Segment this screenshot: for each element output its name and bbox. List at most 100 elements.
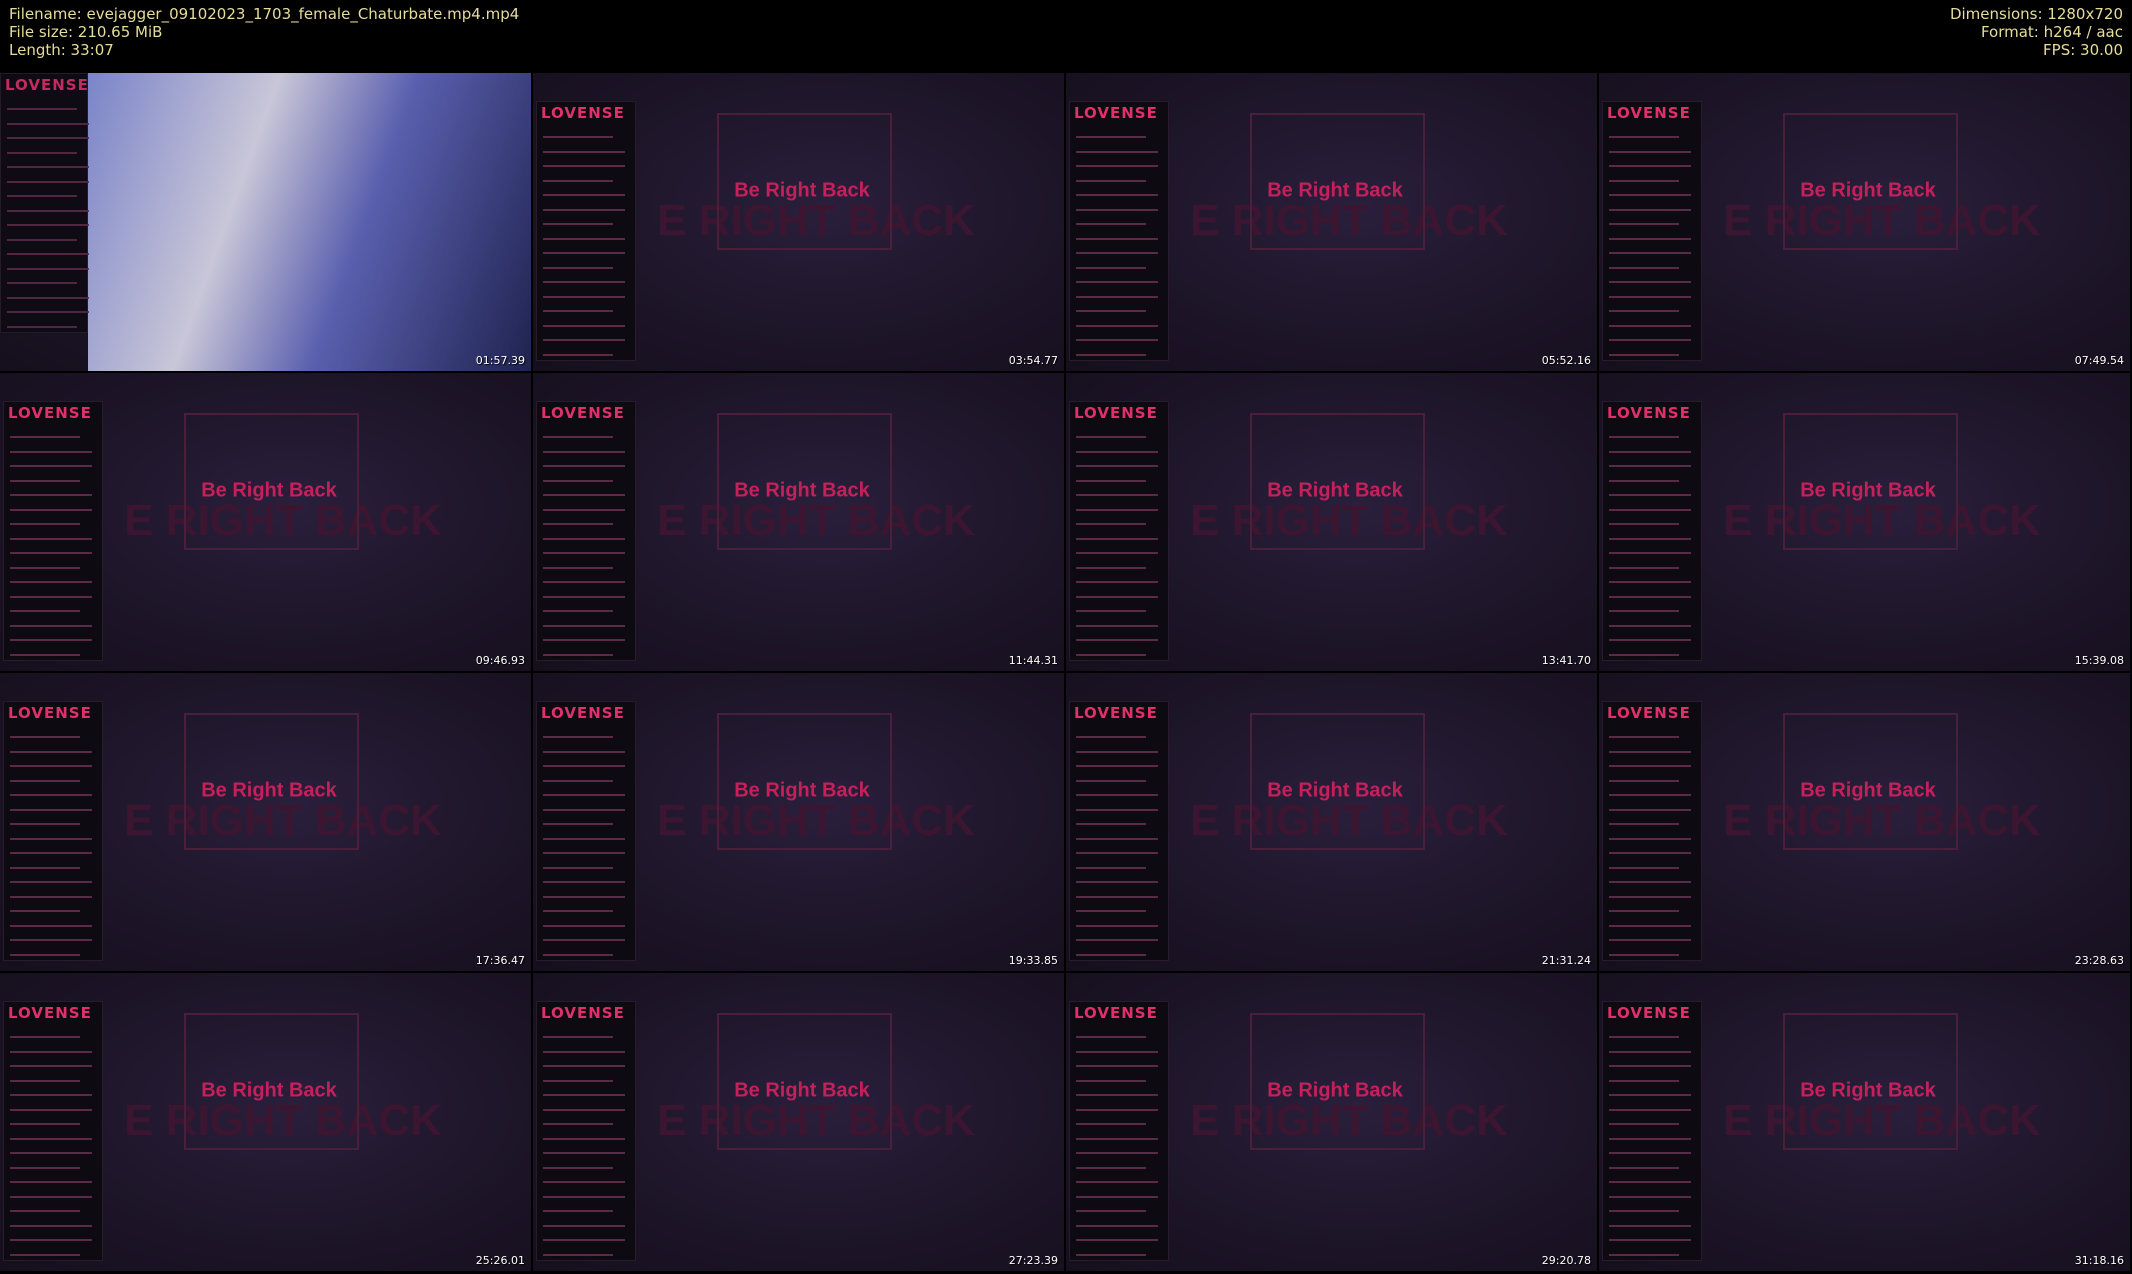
panel-row <box>1076 252 1158 254</box>
panel-logo: LOVENSE <box>1607 104 1691 122</box>
frame-box <box>1783 713 1958 850</box>
panel-row <box>10 610 80 612</box>
panel-row <box>1609 223 1679 225</box>
caption: Be Right Back <box>1267 779 1403 802</box>
panel-row <box>7 209 89 212</box>
panel-row <box>1609 895 1691 898</box>
panel-row <box>7 166 89 168</box>
caption: Be Right Back <box>201 479 337 502</box>
frame-thumbnail: E RIGHT BACK Be Right Back LOVENSE 19:33.85 <box>533 673 1064 971</box>
panel-row <box>10 1224 92 1227</box>
panel-row <box>10 1181 92 1183</box>
panel-row <box>1609 165 1691 167</box>
panel-row <box>10 1065 92 1067</box>
frame-box <box>184 713 359 850</box>
panel-row <box>543 450 625 453</box>
panel-row <box>1076 237 1158 240</box>
backdrop-text: E RIGHT BACK <box>124 1096 442 1145</box>
header-line: FPS: 30.00 <box>2043 41 2123 59</box>
panel-row <box>543 639 625 641</box>
panel-row <box>1609 281 1691 283</box>
panel-row <box>1609 837 1691 840</box>
panel-row <box>543 537 625 540</box>
panel-logo: LOVENSE <box>1074 404 1158 422</box>
panel-row <box>7 325 77 328</box>
panel-row <box>543 353 613 356</box>
panel-row <box>1076 779 1146 782</box>
panel-row <box>1609 765 1691 767</box>
panel-row <box>7 311 89 313</box>
frame-thumbnail: E RIGHT BACK Be Right Back LOVENSE 23:28.63 <box>1599 673 2130 971</box>
panel-row <box>543 494 625 496</box>
panel-row <box>1076 1123 1146 1125</box>
panel-logo: LOVENSE <box>1074 104 1158 122</box>
panel-row <box>1609 750 1691 753</box>
panel-row <box>10 1094 92 1096</box>
panel-row <box>1609 1224 1691 1227</box>
backdrop-text: E RIGHT BACK <box>657 1096 975 1145</box>
panel-row <box>1076 794 1158 796</box>
panel-row <box>1609 523 1679 525</box>
panel-row <box>543 1239 625 1241</box>
panel-row <box>1609 136 1679 138</box>
tip-panel: LOVENSE <box>536 401 636 661</box>
panel-row <box>10 1036 80 1038</box>
header-line: Filename: evejagger_09102023_1703_female… <box>9 5 520 23</box>
timestamp: 23:28.63 <box>2074 954 2124 967</box>
panel-row <box>10 924 92 927</box>
panel-row <box>1609 1195 1691 1198</box>
panel-row <box>10 1079 80 1082</box>
frame-thumbnail: E RIGHT BACK Be Right Back LOVENSE 05:52.16 <box>1066 73 1597 371</box>
panel-row <box>1609 1094 1691 1096</box>
panel-row <box>1076 1079 1146 1082</box>
backdrop-text: E RIGHT BACK <box>1723 1096 2041 1145</box>
panel-row <box>10 639 92 641</box>
caption: Be Right Back <box>734 779 870 802</box>
panel-row <box>1076 552 1158 554</box>
tip-panel: LOVENSE <box>1602 1001 1702 1261</box>
timestamp: 03:54.77 <box>1008 354 1058 367</box>
panel-row <box>7 224 89 226</box>
timestamp: 27:23.39 <box>1008 1254 1058 1267</box>
panel-logo: LOVENSE <box>1074 1004 1158 1022</box>
panel-row <box>10 794 92 796</box>
panel-row <box>1076 1108 1158 1111</box>
panel-row <box>1609 794 1691 796</box>
header-line: File size: 210.65 MiB <box>9 23 163 41</box>
panel-row <box>1076 1152 1158 1154</box>
panel-row <box>543 1166 613 1169</box>
panel-row <box>543 266 613 269</box>
panel-row <box>1609 953 1679 956</box>
panel-row <box>10 866 80 869</box>
panel-row <box>1076 1137 1158 1140</box>
tip-panel: LOVENSE <box>3 701 103 961</box>
caption: Be Right Back <box>734 179 870 202</box>
panel-row <box>1609 436 1679 438</box>
panel-row <box>1076 639 1158 641</box>
panel-row <box>1076 1210 1146 1212</box>
panel-row <box>543 624 625 627</box>
panel-row <box>543 310 613 312</box>
panel-row <box>1609 581 1691 583</box>
panel-row <box>543 653 613 656</box>
caption: Be Right Back <box>1800 1079 1936 1102</box>
panel-row <box>1076 1253 1146 1256</box>
panel-row <box>543 765 625 767</box>
frame-thumbnail: E RIGHT BACK Be Right Back LOVENSE 11:44.31 <box>533 373 1064 671</box>
panel-row <box>543 823 613 825</box>
panel-logo: LOVENSE <box>541 104 625 122</box>
panel-row <box>10 552 92 554</box>
panel-row <box>7 282 77 284</box>
panel-row <box>543 1195 625 1198</box>
panel-row <box>10 1239 92 1241</box>
panel-row <box>10 566 80 569</box>
panel-row <box>1076 1195 1158 1198</box>
panel-row <box>1609 1065 1691 1067</box>
caption: Be Right Back <box>1800 479 1936 502</box>
timestamp: 17:36.47 <box>475 954 525 967</box>
caption: Be Right Back <box>201 779 337 802</box>
panel-row <box>1609 150 1691 153</box>
panel-row <box>543 479 613 482</box>
panel-row <box>10 736 80 738</box>
panel-row <box>1076 595 1158 598</box>
